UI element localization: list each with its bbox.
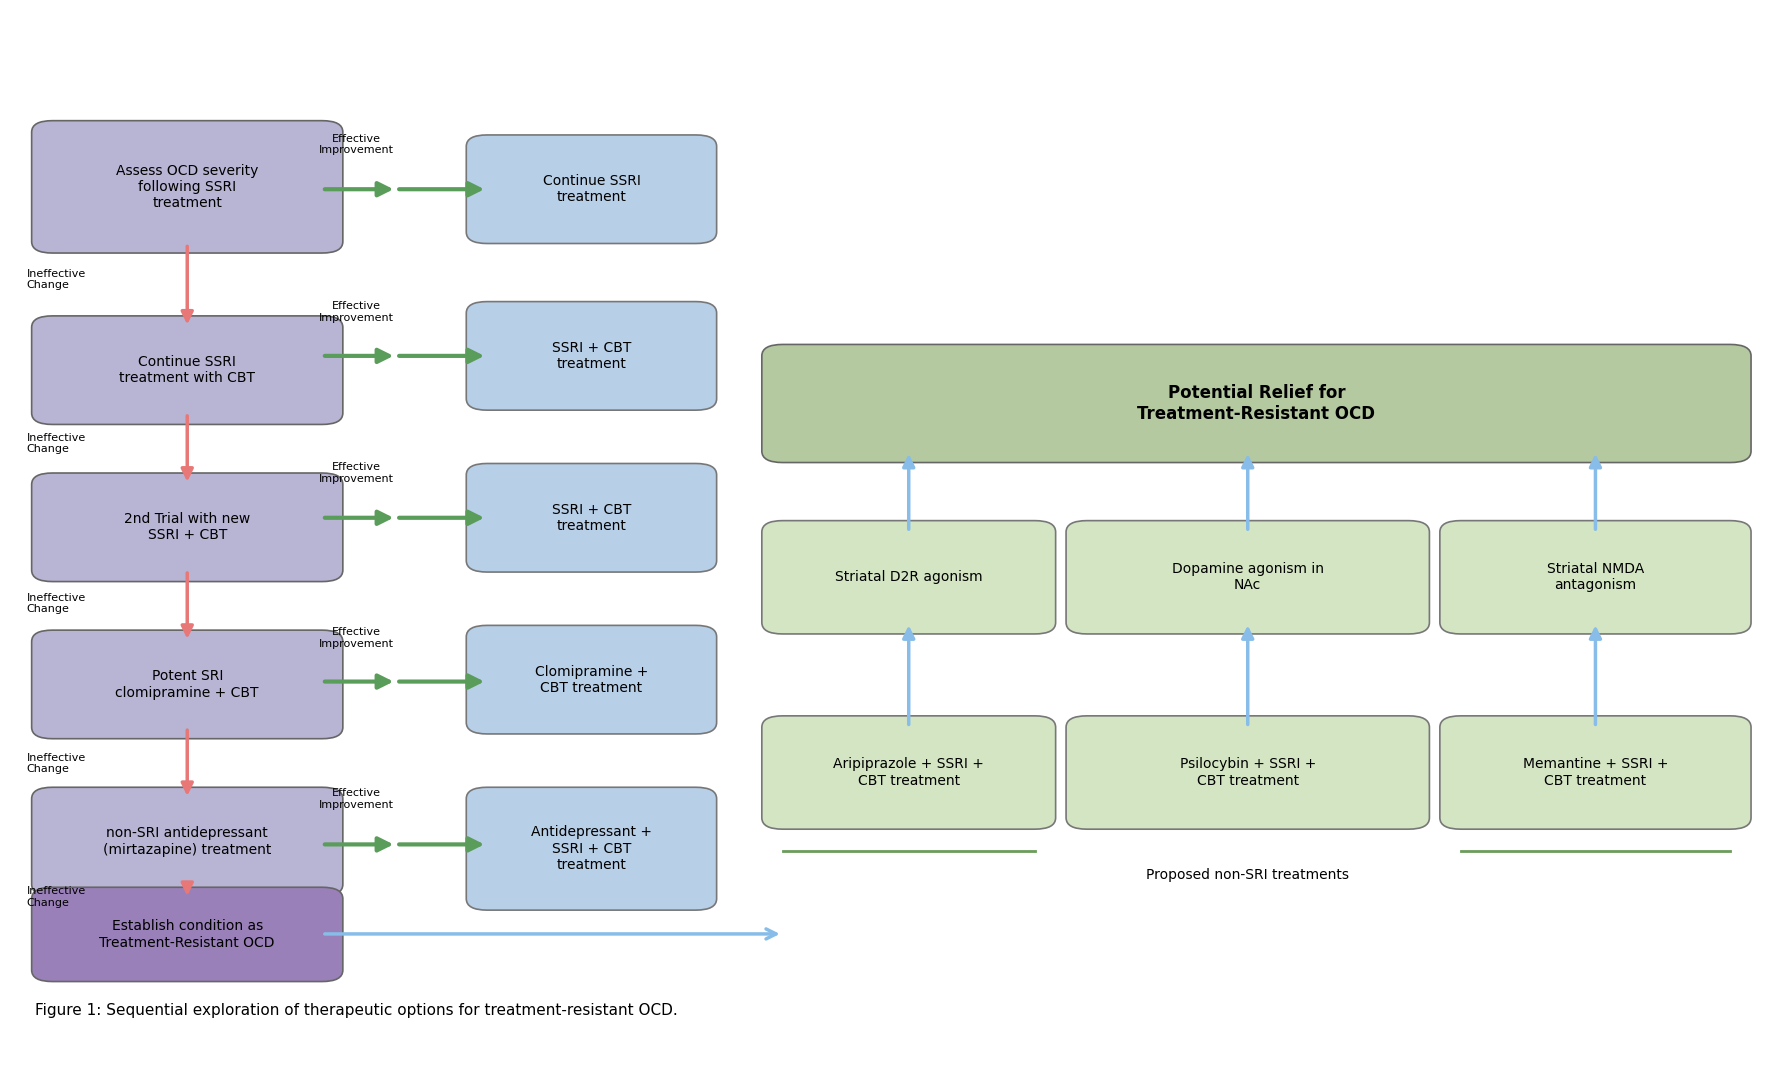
FancyBboxPatch shape [761, 716, 1055, 829]
Text: non-SRI antidepressant
(mirtazapine) treatment: non-SRI antidepressant (mirtazapine) tre… [103, 826, 271, 857]
Text: Potential Relief for
Treatment-Resistant OCD: Potential Relief for Treatment-Resistant… [1136, 384, 1374, 423]
FancyBboxPatch shape [32, 887, 342, 981]
FancyBboxPatch shape [761, 345, 1750, 462]
Text: Clomipramine +
CBT treatment: Clomipramine + CBT treatment [534, 664, 647, 694]
Text: Ineffective
Change: Ineffective Change [27, 593, 85, 614]
Text: SSRI + CBT
treatment: SSRI + CBT treatment [551, 340, 631, 371]
Text: Potent SRI
clomipramine + CBT: Potent SRI clomipramine + CBT [115, 670, 259, 700]
FancyBboxPatch shape [32, 473, 342, 582]
Text: Ineffective
Change: Ineffective Change [27, 886, 85, 907]
Text: Ineffective
Change: Ineffective Change [27, 432, 85, 455]
Text: Ineffective
Change: Ineffective Change [27, 269, 85, 290]
FancyBboxPatch shape [466, 625, 716, 734]
FancyBboxPatch shape [32, 630, 342, 738]
FancyBboxPatch shape [32, 121, 342, 253]
FancyBboxPatch shape [1440, 521, 1750, 633]
Text: SSRI + CBT
treatment: SSRI + CBT treatment [551, 503, 631, 533]
Text: Establish condition as
Treatment-Resistant OCD: Establish condition as Treatment-Resista… [99, 919, 275, 949]
Text: Proposed non-SRI treatments: Proposed non-SRI treatments [1145, 868, 1349, 883]
FancyBboxPatch shape [1066, 716, 1429, 829]
Text: Effective
Improvement: Effective Improvement [319, 302, 394, 323]
FancyBboxPatch shape [466, 463, 716, 572]
Text: Continue SSRI
treatment with CBT: Continue SSRI treatment with CBT [119, 355, 255, 385]
Text: Effective
Improvement: Effective Improvement [319, 788, 394, 810]
Text: Continue SSRI
treatment: Continue SSRI treatment [543, 174, 640, 204]
FancyBboxPatch shape [32, 316, 342, 425]
Text: Striatal NMDA
antagonism: Striatal NMDA antagonism [1546, 562, 1644, 593]
Text: Assess OCD severity
following SSRI
treatment: Assess OCD severity following SSRI treat… [115, 164, 259, 210]
Text: Dopamine agonism in
NAc: Dopamine agonism in NAc [1172, 562, 1323, 593]
FancyBboxPatch shape [466, 135, 716, 244]
FancyBboxPatch shape [32, 788, 342, 896]
Text: Antidepressant +
SSRI + CBT
treatment: Antidepressant + SSRI + CBT treatment [530, 825, 652, 872]
FancyBboxPatch shape [466, 302, 716, 410]
Text: Ineffective
Change: Ineffective Change [27, 752, 85, 775]
FancyBboxPatch shape [466, 788, 716, 911]
Text: Effective
Improvement: Effective Improvement [319, 462, 394, 484]
Text: Aripiprazole + SSRI +
CBT treatment: Aripiprazole + SSRI + CBT treatment [833, 758, 984, 788]
Text: Effective
Improvement: Effective Improvement [319, 134, 394, 155]
Text: Figure 1: Sequential exploration of therapeutic options for treatment-resistant : Figure 1: Sequential exploration of ther… [35, 1004, 677, 1019]
Text: Psilocybin + SSRI +
CBT treatment: Psilocybin + SSRI + CBT treatment [1179, 758, 1316, 788]
FancyBboxPatch shape [1066, 521, 1429, 633]
Text: Effective
Improvement: Effective Improvement [319, 627, 394, 648]
FancyBboxPatch shape [761, 521, 1055, 633]
Text: 2nd Trial with new
SSRI + CBT: 2nd Trial with new SSRI + CBT [124, 513, 250, 542]
FancyBboxPatch shape [1440, 716, 1750, 829]
Text: Striatal D2R agonism: Striatal D2R agonism [835, 570, 982, 584]
Text: Memantine + SSRI +
CBT treatment: Memantine + SSRI + CBT treatment [1521, 758, 1667, 788]
